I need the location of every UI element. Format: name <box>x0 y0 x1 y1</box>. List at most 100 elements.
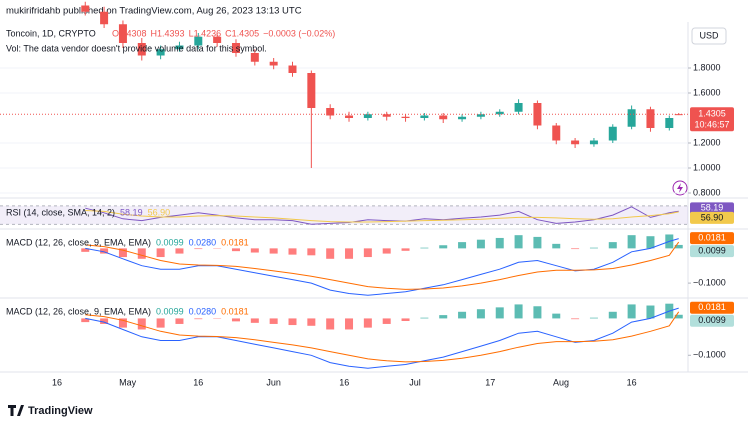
ohlc-value: C1.4305 <box>225 28 259 38</box>
candle-body <box>175 45 184 50</box>
histogram-bar <box>495 307 504 319</box>
histogram-bar <box>288 318 297 326</box>
histogram-bar <box>363 248 372 258</box>
histogram-bar <box>439 315 448 319</box>
ohlc-value: L1.4236 <box>189 28 222 38</box>
y-tick-label: 1.2000 <box>693 137 721 147</box>
candle-body <box>118 24 127 43</box>
candle-body <box>326 108 335 116</box>
histogram-bar <box>571 248 580 250</box>
candle-body <box>514 103 523 112</box>
histogram-bar <box>646 305 655 319</box>
ohlc-value: O1.4308 <box>112 28 147 38</box>
price-tag <box>690 301 734 314</box>
histogram-bar <box>401 318 410 321</box>
histogram-bar <box>175 248 184 254</box>
candle-body <box>307 73 316 108</box>
currency[interactable]: USD <box>699 30 719 40</box>
x-tick-label: 17 <box>485 377 495 387</box>
y-tick-label: 0.8000 <box>693 187 721 197</box>
histogram-bar <box>250 248 259 253</box>
indicator-title: MACD (12, 26, close, 9, EMA, EMA) <box>6 237 151 247</box>
candle-body <box>213 36 222 43</box>
histogram-bar <box>552 313 561 319</box>
indicator-value: 0.0099 <box>156 306 184 316</box>
symbol: Toncoin, 1D, CRYPTO <box>6 28 96 38</box>
histogram-bar <box>401 248 410 251</box>
histogram-bar <box>81 318 90 323</box>
histogram-bar <box>646 236 655 249</box>
candle-body <box>665 118 674 128</box>
candle-body <box>608 126 617 141</box>
histogram-bar <box>175 318 184 324</box>
histogram-bar <box>627 304 636 319</box>
histogram-bar <box>307 248 316 256</box>
y-tick-label: 1.6000 <box>693 87 721 97</box>
price-tag <box>690 314 734 327</box>
histogram-bar <box>231 318 240 322</box>
histogram-bar <box>608 311 617 319</box>
price-tag-label: 0.0099 <box>698 245 726 255</box>
price-tag <box>690 211 734 224</box>
histogram-bar <box>100 248 109 254</box>
candle-body <box>345 115 354 118</box>
histogram-bar <box>533 306 542 319</box>
price-tag-label: 1.4305 <box>698 109 726 119</box>
candle-body <box>571 140 580 145</box>
histogram-bar <box>100 318 109 324</box>
candle-body <box>382 114 391 117</box>
candle-body <box>81 5 90 12</box>
histogram-bar <box>552 243 561 249</box>
histogram-bar <box>194 248 203 250</box>
histogram-bar <box>514 235 523 249</box>
signal-line <box>85 311 680 363</box>
histogram-bar <box>420 317 429 319</box>
y-tick-label: 1.8000 <box>693 62 721 72</box>
candle-body <box>100 11 109 25</box>
rsi-band <box>0 205 688 225</box>
indicator-value: 56.90 <box>148 207 171 217</box>
price-tag-label: 0.0181 <box>698 302 726 312</box>
countdown: 10:46:57 <box>694 120 729 130</box>
y-tick-label: 1.0000 <box>693 162 721 172</box>
currency-button[interactable] <box>691 27 727 45</box>
price-tag-label: 58.19 <box>701 203 724 213</box>
volume-note: Vol: The data vendor doesn't provide vol… <box>6 43 267 53</box>
candle-body <box>552 125 561 141</box>
indicator-value: 0.0280 <box>189 237 217 247</box>
histogram-bar <box>476 309 485 319</box>
histogram-bar <box>514 304 523 319</box>
candle-body <box>194 36 203 46</box>
histogram-bar <box>269 248 278 254</box>
candle-body <box>231 43 240 53</box>
histogram-bar <box>156 248 165 258</box>
price-tag-label: 56.90 <box>701 212 724 222</box>
x-tick-label: Jun <box>266 377 281 387</box>
candle-body <box>137 43 146 56</box>
indicator-value: 0.0099 <box>156 237 184 247</box>
price-tag <box>690 232 734 245</box>
candle-body <box>589 140 598 145</box>
candle-body <box>439 115 448 120</box>
x-tick-label: 16 <box>52 377 62 387</box>
candle-body <box>458 116 467 120</box>
histogram-bar <box>458 311 467 319</box>
candle-body <box>288 65 297 73</box>
histogram-bar <box>118 248 127 258</box>
price-tag <box>690 245 734 258</box>
rsi-line <box>85 206 679 225</box>
candle-body <box>627 109 636 127</box>
brand-logo <box>8 405 24 416</box>
indicator-value: 0.0280 <box>189 306 217 316</box>
histogram-bar <box>589 247 598 249</box>
candle-body <box>401 116 410 118</box>
candle-body <box>250 53 259 62</box>
price-tag-label: 0.0099 <box>698 315 726 325</box>
histogram-bar <box>307 318 316 326</box>
price-tag-label: 0.0181 <box>698 232 726 242</box>
ohlc-value: H1.4393 <box>151 28 185 38</box>
histogram-bar <box>674 314 683 319</box>
price-tag <box>690 202 734 215</box>
histogram-bar <box>326 248 335 259</box>
